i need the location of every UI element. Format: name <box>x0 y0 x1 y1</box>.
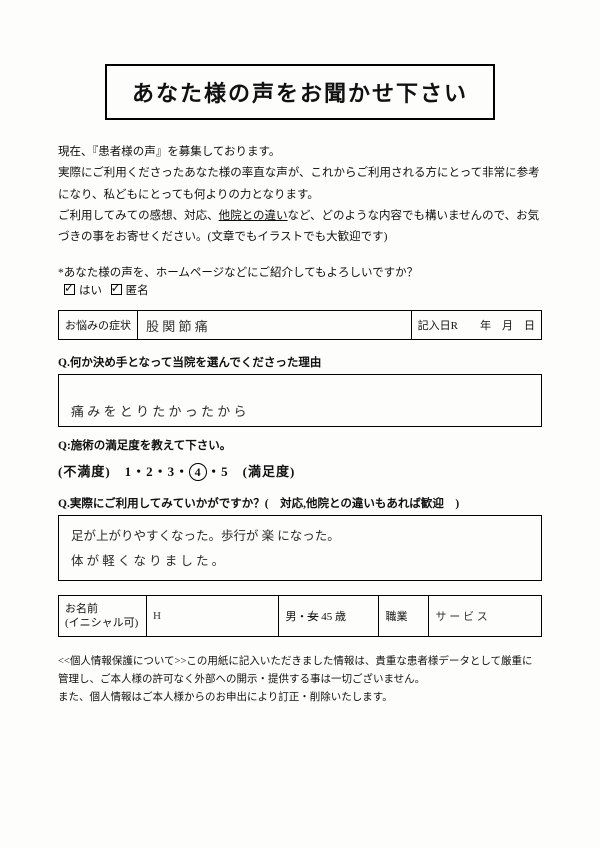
q2-label: Q:施術の満足度を教えて下さい。 <box>58 437 542 453</box>
gender-female: 女 <box>307 611 318 623</box>
gender-age[interactable]: 男・女 45 歳 <box>279 596 379 636</box>
q3-answer-line1: 足が上がりやすくなった。歩行が 楽 になった。 <box>71 524 531 549</box>
intro-underline: 他院との違い <box>219 210 288 222</box>
job-value[interactable]: サ ー ビ ス <box>429 596 541 636</box>
name-value[interactable]: H <box>147 596 279 636</box>
form-title: あなた様の声をお聞かせ下さい <box>105 64 495 120</box>
symptom-label: お悩みの症状 <box>59 311 138 339</box>
checkbox-yes[interactable] <box>64 284 75 295</box>
privacy-line2: また、個人情報はご本人様からのお申出により訂正・削除いたします。 <box>58 692 393 703</box>
gender-male: 男 <box>285 611 296 623</box>
scale-selected: 4 <box>189 463 207 481</box>
privacy-notice: <<個人情報保護について>>この用紙に記入いただきました情報は、貴重な患者様デー… <box>58 653 542 707</box>
age-unit: 歳 <box>335 611 346 623</box>
intro-line1: 現在、『患者様の声』を募集しております。 <box>58 146 280 158</box>
entry-date[interactable]: 記入日R 年 月 日 <box>411 311 541 339</box>
satisfaction-scale[interactable]: (不満度) 1・2・3・4・5 (満足度) <box>58 461 542 481</box>
name-label-1: お名前 <box>65 602 140 616</box>
name-table: お名前 (イニシャル可) H 男・女 45 歳 職業 サ ー ビ ス <box>58 595 542 637</box>
q3-label: Q.実際にご利用してみていかがですか？( 対応,他院との違いもあれば歓迎 ) <box>58 495 542 511</box>
intro-line2: 実際にご利用くださったあなた様の率直な声が、これからご利用される方にとって非常に… <box>58 167 540 200</box>
consent-question: *あなた様の声を、ホームページなどにご紹介してもよろしいですか？ <box>58 264 542 280</box>
checkbox-anon[interactable] <box>111 284 122 295</box>
symptom-row: お悩みの症状 股 関 節 痛 記入日R 年 月 日 <box>58 310 542 340</box>
opt-anon: 匿名 <box>126 285 149 297</box>
name-label: お名前 (イニシャル可) <box>59 596 147 636</box>
name-label-2: (イニシャル可) <box>65 616 140 630</box>
intro-text: 現在、『患者様の声』を募集しております。 実際にご利用くださったあなた様の率直な… <box>58 142 542 248</box>
q3-answer-line2: 体 が 軽 く な り ま し た 。 <box>71 549 531 574</box>
symptom-value[interactable]: 股 関 節 痛 <box>138 311 411 339</box>
survey-form-page: あなた様の声をお聞かせ下さい 現在、『患者様の声』を募集しております。 実際にご… <box>0 0 600 848</box>
scale-right: ・5 (満足度) <box>207 464 295 479</box>
intro-line3a: ご利用してみての感想、対応、 <box>58 210 219 222</box>
age-value: 45 <box>321 611 332 623</box>
consent-options: はい 匿名 <box>64 282 542 298</box>
job-label: 職業 <box>379 596 429 636</box>
opt-yes: はい <box>79 285 102 297</box>
q3-answer[interactable]: 足が上がりやすくなった。歩行が 楽 になった。 体 が 軽 く な り ま し … <box>58 515 542 581</box>
q1-answer[interactable]: 痛 み を と り た か っ た か ら <box>58 374 542 427</box>
q1-label: Q.何か決め手となって当院を選んでくださった理由 <box>58 354 542 370</box>
privacy-line1: <<個人情報保護について>>この用紙に記入いただきました情報は、貴重な患者様デー… <box>58 656 533 685</box>
scale-left: (不満度) 1・2・3・ <box>58 464 189 479</box>
